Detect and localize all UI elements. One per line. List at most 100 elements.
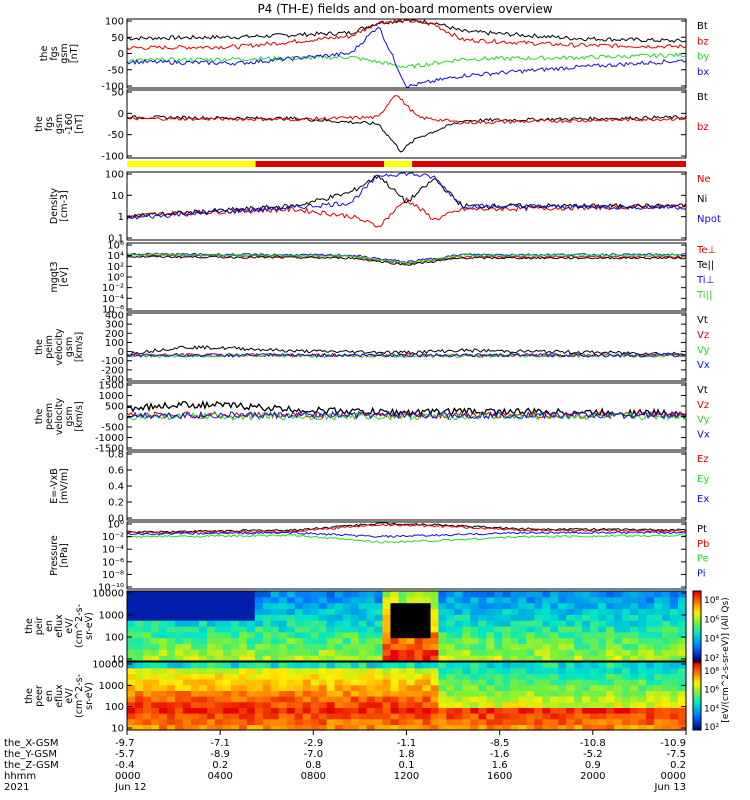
x-row-label: hhmm <box>4 771 36 782</box>
spectrogram-cell <box>646 602 655 610</box>
spectrogram-cell <box>454 620 463 627</box>
spectrogram-cell <box>606 718 615 725</box>
spectrogram-cell <box>558 655 567 662</box>
spectrogram-cell <box>638 591 647 598</box>
spectrogram-cell <box>262 673 272 680</box>
y-tick-label: 100 <box>105 338 124 349</box>
spectrogram-cell <box>182 602 192 610</box>
spectrogram-cell <box>470 684 479 691</box>
colorbar-cell <box>693 651 701 655</box>
spectrogram-cell <box>638 596 647 604</box>
spectrogram-cell <box>358 724 368 731</box>
spectrogram-cell <box>614 673 623 680</box>
spectrogram-cell <box>486 608 495 615</box>
colorbar-cell <box>693 718 701 722</box>
spectrogram-cell <box>494 643 503 650</box>
spectrogram-cell <box>246 620 256 627</box>
spectrogram-cell <box>334 643 344 650</box>
spectrogram-cell <box>143 591 152 598</box>
spectrogram-cell <box>534 713 543 720</box>
spectrogram-cell <box>622 649 631 656</box>
spectrogram-cell <box>127 696 136 703</box>
panel-frame <box>126 18 687 89</box>
spectrogram-cell <box>654 608 663 615</box>
legend-entry: bz <box>697 122 709 133</box>
spectrogram-cell <box>598 655 607 662</box>
spectrogram-cell <box>678 690 687 697</box>
spectrogram-cell <box>326 637 336 645</box>
spectrogram-cell <box>398 602 408 610</box>
spectrogram-cell <box>598 713 607 720</box>
spectrogram-cell <box>614 591 623 598</box>
spectrogram-cell <box>606 696 615 703</box>
spectrogram-cell <box>166 602 176 610</box>
spectrogram-cell <box>374 667 384 674</box>
spectrogram-cell <box>502 662 511 669</box>
spectrogram-cell <box>430 684 440 691</box>
spectrogram-cell <box>446 655 455 662</box>
spectrogram-cell <box>278 591 288 598</box>
spectrogram-cell <box>630 679 639 686</box>
colorbar-tick: 10⁸ <box>704 596 719 606</box>
colorbar-cell <box>693 642 701 646</box>
spectrogram-cell <box>390 596 400 604</box>
spectrogram-cell <box>518 608 527 615</box>
spectrogram-cell <box>526 718 535 725</box>
spectrogram-cell <box>422 602 432 610</box>
spectrogram-cell <box>214 626 224 633</box>
y-tick-label: 100 <box>105 17 124 28</box>
spectrogram-cell <box>158 608 168 615</box>
spectrogram-cell <box>494 614 503 621</box>
spectrogram-cell <box>182 713 192 720</box>
spectrogram-cell <box>318 637 328 645</box>
spectrogram-cell <box>270 602 280 610</box>
spectrogram-cell <box>414 596 424 604</box>
spectrogram-cell <box>582 684 591 691</box>
y-tick-label: 100 <box>105 702 124 713</box>
spectrogram-cell <box>230 667 240 674</box>
spectrogram-cell <box>486 679 495 686</box>
spectrogram-cell <box>294 649 304 656</box>
spectrogram-cell <box>614 649 623 656</box>
spectrogram-cell <box>550 696 559 703</box>
spectrogram-cell <box>574 718 583 725</box>
spectrogram-cell <box>374 620 384 627</box>
spectrogram-cell <box>478 631 487 639</box>
spectrogram-cell <box>190 684 200 691</box>
colorbar-cell <box>693 637 701 641</box>
spectrogram-cell <box>246 608 256 615</box>
spectrogram-cell <box>326 713 336 720</box>
spectrogram-cell <box>406 626 416 633</box>
y-axis-label: sr-eV) <box>84 612 95 640</box>
spectrogram-cell <box>334 662 344 669</box>
spectrogram-cell <box>151 684 160 691</box>
spectrogram-cell <box>318 614 328 621</box>
spectrogram-cell <box>678 602 687 610</box>
spectrogram-cell <box>654 602 663 610</box>
spectrogram-cell <box>502 626 511 633</box>
spectrogram-cell <box>422 662 432 669</box>
spectrogram-cell <box>318 718 328 725</box>
spectrogram-cell <box>190 602 200 610</box>
spectrogram-cell <box>430 679 440 686</box>
spectrogram-cell <box>286 602 296 610</box>
spectrogram-cell <box>246 649 256 656</box>
colorbar-cell <box>693 623 701 627</box>
spectrogram-cell <box>654 643 663 650</box>
y-tick-label: 10⁻² <box>102 532 124 543</box>
spectrogram-cell <box>598 667 607 674</box>
spectrogram-cell <box>430 701 440 708</box>
spectrogram-cell <box>270 701 280 708</box>
y-axis-label: eV/ <box>64 617 75 633</box>
spectrogram-cell <box>454 724 463 731</box>
spectrogram-cell <box>358 591 368 598</box>
spectrogram-cell <box>646 620 655 627</box>
spectrogram-cell <box>206 631 216 639</box>
spectrogram-cell <box>494 608 503 615</box>
spectrogram-cell <box>582 620 591 627</box>
x-row-label: the_Z-GSM <box>4 760 59 771</box>
spectrogram-cell <box>222 718 232 725</box>
spectrogram-cell <box>550 701 559 708</box>
spectrogram-cell <box>430 649 440 656</box>
spectrogram-cell <box>590 684 599 691</box>
